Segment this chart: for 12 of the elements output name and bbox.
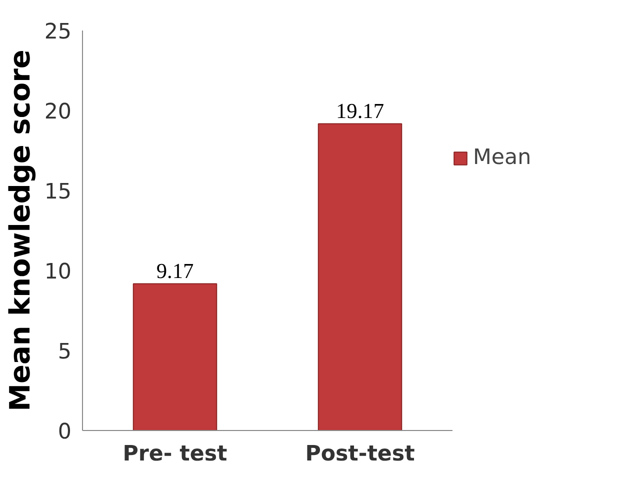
legend-label: Mean bbox=[473, 145, 532, 170]
y-tick-label: 25 bbox=[44, 20, 72, 44]
x-tick-label: Pre- test bbox=[122, 442, 228, 466]
y-tick-label: 20 bbox=[44, 100, 72, 124]
data-label: 9.17 bbox=[156, 258, 194, 283]
y-axis-title: Mean knowledge score bbox=[3, 50, 36, 412]
y-tick-label: 0 bbox=[58, 420, 72, 444]
y-tick-label: 5 bbox=[58, 340, 72, 364]
y-tick-label: 15 bbox=[44, 180, 72, 204]
x-tick-label: Post-test bbox=[305, 442, 415, 466]
data-label: 19.17 bbox=[336, 98, 384, 123]
y-tick-label: 10 bbox=[44, 260, 72, 284]
